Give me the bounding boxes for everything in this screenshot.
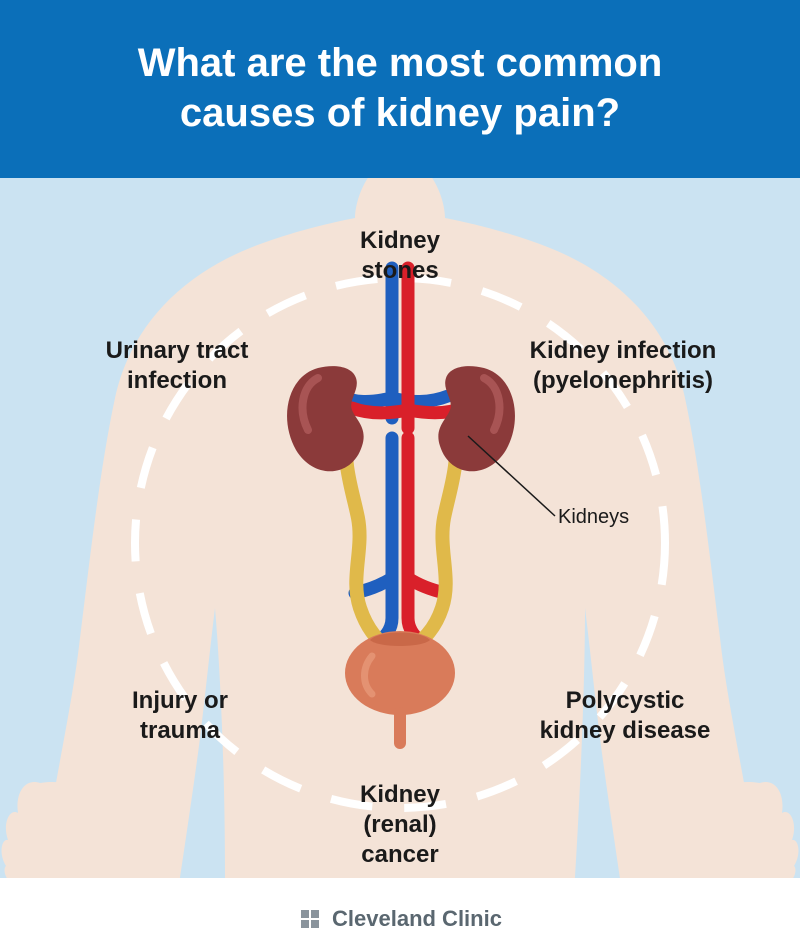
- cause-polycystic: Polycystic kidney disease: [520, 686, 730, 746]
- page-title: What are the most common causes of kidne…: [20, 38, 780, 138]
- title-line-2: causes of kidney pain?: [180, 91, 620, 135]
- cause-kidney-stones: Kidney stones: [320, 226, 480, 286]
- cause-kidney-infection: Kidney infection (pyelonephritis): [508, 336, 738, 396]
- cleveland-clinic-icon: [298, 907, 322, 931]
- cause-injury-trauma: Injury or trauma: [90, 686, 270, 746]
- cause-uti: Urinary tract infection: [72, 336, 282, 396]
- diagram-area: Kidney stones Kidney infection (pyelonep…: [0, 178, 800, 878]
- organ-label-kidneys: Kidneys: [558, 506, 629, 529]
- footer: Cleveland Clinic: [0, 878, 800, 932]
- title-line-1: What are the most common: [138, 41, 663, 85]
- cause-kidney-cancer: Kidney (renal) cancer: [320, 780, 480, 870]
- header-banner: What are the most common causes of kidne…: [0, 0, 800, 178]
- footer-text: Cleveland Clinic: [332, 906, 502, 932]
